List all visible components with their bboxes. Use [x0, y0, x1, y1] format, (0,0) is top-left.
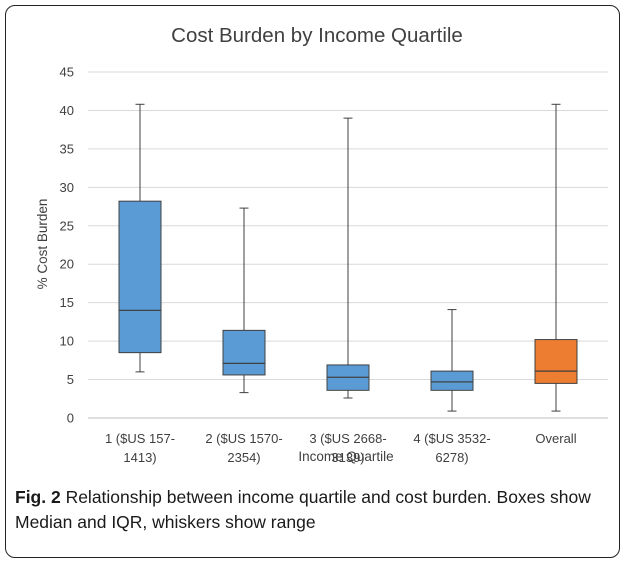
box-series [118, 103, 578, 412]
iqr-box [534, 339, 578, 384]
x-axis-ticks: 1 ($US 157-1413) 2 ($US 1570-2354) 3 ($US … [105, 431, 577, 465]
figure-caption: Fig. 2 Relationship between income quart… [15, 485, 617, 535]
iqr-box [118, 200, 162, 354]
box-plot-chart: Cost Burden by Income Quartile 0 5 10 15 20 2… [35, 24, 608, 465]
x-axis-title: Income Quartile [298, 449, 393, 464]
y-tick-label: 35 [60, 141, 74, 156]
caption-text: Relationship between income quartile and… [15, 487, 591, 532]
box-5 [534, 103, 578, 412]
x-tick-label: 3 ($US 2668-3139) [309, 431, 386, 465]
y-axis-title: % Cost Burden [35, 199, 50, 290]
y-tick-label: 10 [60, 334, 74, 349]
y-tick-label: 0 [67, 411, 74, 426]
box-4 [430, 309, 474, 412]
iqr-box [222, 329, 266, 376]
y-tick-label: 15 [60, 295, 74, 310]
gridlines [88, 71, 608, 419]
box-1 [118, 103, 162, 373]
x-tick-label: 2 ($US 1570-2354) [205, 431, 282, 465]
y-tick-label: 45 [60, 65, 74, 80]
x-tick-label: Overall [535, 431, 576, 446]
y-tick-label: 25 [60, 218, 74, 233]
figure-label: Fig. 2 [15, 487, 61, 507]
y-tick-label: 30 [60, 180, 74, 195]
x-tick-label: 4 ($US 3532-6278) [413, 431, 490, 465]
x-tick-label: 1 ($US 157-1413) [105, 431, 175, 465]
box-2 [222, 207, 266, 394]
box-3 [326, 117, 370, 399]
figure-frame [5, 5, 620, 558]
y-tick-label: 40 [60, 103, 74, 118]
iqr-box [430, 370, 474, 391]
y-tick-label: 5 [67, 372, 74, 387]
y-axis-ticks: 0 5 10 15 20 25 30 35 40 45 [60, 65, 74, 426]
y-tick-label: 20 [60, 257, 74, 272]
chart-title: Cost Burden by Income Quartile [171, 24, 463, 47]
